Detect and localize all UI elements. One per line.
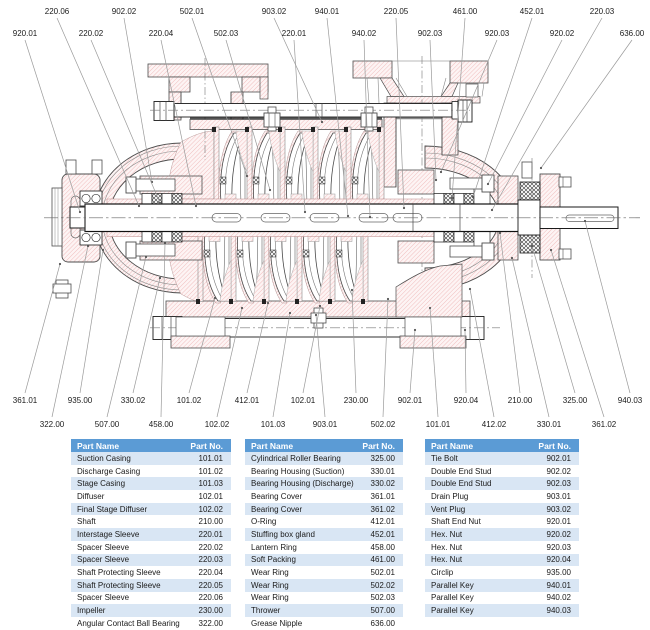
svg-text:902.01: 902.01 [398, 396, 423, 405]
svg-text:636.00: 636.00 [620, 29, 645, 38]
svg-text:220.04: 220.04 [149, 29, 174, 38]
svg-text:902.02: 902.02 [112, 7, 137, 16]
svg-text:101.02: 101.02 [177, 396, 202, 405]
svg-text:101.03: 101.03 [261, 420, 286, 429]
svg-text:220.06: 220.06 [45, 7, 70, 16]
svg-text:230.00: 230.00 [344, 396, 369, 405]
svg-text:902.03: 902.03 [418, 29, 443, 38]
svg-text:502.01: 502.01 [180, 7, 205, 16]
svg-text:920.04: 920.04 [454, 396, 479, 405]
svg-text:325.00: 325.00 [563, 396, 588, 405]
svg-text:322.00: 322.00 [40, 420, 65, 429]
svg-text:940.02: 940.02 [352, 29, 377, 38]
svg-text:461.00: 461.00 [453, 7, 478, 16]
svg-text:412.01: 412.01 [235, 396, 260, 405]
svg-text:452.01: 452.01 [520, 7, 545, 16]
svg-text:920.03: 920.03 [485, 29, 510, 38]
svg-text:502.03: 502.03 [214, 29, 239, 38]
svg-text:935.00: 935.00 [68, 396, 93, 405]
svg-text:940.03: 940.03 [618, 396, 643, 405]
svg-text:102.02: 102.02 [205, 420, 230, 429]
svg-text:502.02: 502.02 [371, 420, 396, 429]
svg-text:458.00: 458.00 [149, 420, 174, 429]
svg-text:101.01: 101.01 [426, 420, 451, 429]
svg-text:220.05: 220.05 [384, 7, 409, 16]
svg-text:210.00: 210.00 [508, 396, 533, 405]
svg-text:940.01: 940.01 [315, 7, 340, 16]
svg-text:220.01: 220.01 [282, 29, 307, 38]
svg-text:903.01: 903.01 [313, 420, 338, 429]
svg-text:102.01: 102.01 [291, 396, 316, 405]
svg-text:412.02: 412.02 [482, 420, 507, 429]
svg-text:920.01: 920.01 [13, 29, 38, 38]
svg-text:903.02: 903.02 [262, 7, 287, 16]
svg-text:920.02: 920.02 [550, 29, 575, 38]
svg-text:220.03: 220.03 [590, 7, 615, 16]
svg-text:330.01: 330.01 [537, 420, 562, 429]
svg-text:220.02: 220.02 [79, 29, 104, 38]
svg-text:361.02: 361.02 [592, 420, 617, 429]
svg-text:330.02: 330.02 [121, 396, 146, 405]
svg-text:361.01: 361.01 [13, 396, 38, 405]
svg-text:507.00: 507.00 [95, 420, 120, 429]
